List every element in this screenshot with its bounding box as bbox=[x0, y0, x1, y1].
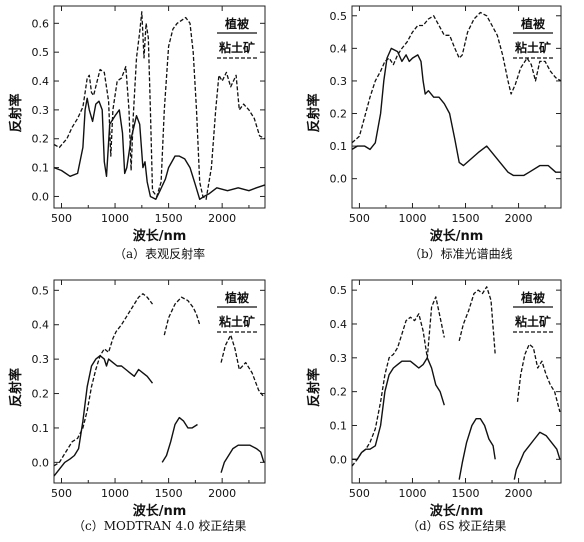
panel-caption: （d）6S 校正结果 bbox=[407, 518, 506, 533]
chart-panel-1: 500 1000 1500 2000 0.0 0.1 0.2 0.3 0.4 0.5 0.6 波长/n… bbox=[8, 5, 266, 261]
y-tick-label: 0.2 bbox=[330, 108, 348, 121]
y-axis-label: 反射率 bbox=[306, 93, 322, 132]
x-axis-label: 波长/nm bbox=[133, 503, 187, 519]
x-axis-label: 波长/nm bbox=[133, 228, 187, 244]
y-tick-label: 0.4 bbox=[32, 319, 50, 332]
y-tick-label: 0.3 bbox=[330, 75, 348, 88]
series-line-clay-0 bbox=[53, 97, 266, 200]
y-tick-label: 0.5 bbox=[32, 284, 50, 297]
plot-frame bbox=[351, 5, 562, 209]
series-line-vegetation-1 bbox=[458, 286, 496, 355]
legend-label-clay: 粘土矿 bbox=[219, 40, 255, 55]
y-axis-label: 反射率 bbox=[306, 368, 322, 407]
y-axis-label: 反射率 bbox=[8, 93, 24, 132]
panel-caption: （b）标准光谱曲线 bbox=[409, 247, 513, 261]
x-axis-label: 波长/nm bbox=[430, 228, 484, 244]
y-tick-label: 0.4 bbox=[32, 75, 50, 88]
y-tick-label: 0.1 bbox=[32, 162, 50, 175]
legend-label-clay: 粘土矿 bbox=[515, 40, 551, 55]
legend-label-vegetation: 植被 bbox=[520, 16, 546, 31]
y-tick-label: 0.3 bbox=[32, 353, 50, 366]
x-tick-label: 1500 bbox=[155, 487, 183, 500]
y-tick-label: 0.6 bbox=[32, 17, 50, 30]
y-tick-label: 0.3 bbox=[32, 104, 50, 117]
x-tick-label: 1000 bbox=[101, 487, 129, 500]
y-tick-label: 0.5 bbox=[330, 284, 348, 297]
y-tick-label: 0.5 bbox=[32, 46, 50, 59]
chart-panel-4: 500 1000 1500 2000 0.0 0.1 0.2 0.3 0.4 0.5 波长/nm 反射… bbox=[306, 279, 562, 533]
x-tick-label: 500 bbox=[51, 487, 72, 500]
x-tick-label: 500 bbox=[349, 212, 370, 225]
chart-panel-3: 500 1000 1500 2000 0.0 0.1 0.2 0.3 0.4 0.5 波长/nm 反射… bbox=[8, 279, 266, 533]
x-tick-label: 2000 bbox=[505, 487, 533, 500]
series-line-vegetation-0 bbox=[351, 11, 562, 144]
legend-label-clay: 粘土矿 bbox=[515, 314, 551, 329]
legend-label-vegetation: 植被 bbox=[520, 290, 546, 305]
series-line-clay-1 bbox=[458, 418, 496, 480]
x-tick-label: 1000 bbox=[101, 212, 129, 225]
legend-label-clay: 粘土矿 bbox=[219, 314, 255, 329]
series-line-vegetation-0 bbox=[53, 293, 154, 467]
x-tick-label: 1500 bbox=[452, 212, 480, 225]
y-tick-label: 0.0 bbox=[330, 453, 348, 466]
x-tick-label: 1500 bbox=[155, 212, 183, 225]
series-line-clay-1 bbox=[161, 416, 198, 463]
y-tick-label: 0.2 bbox=[32, 133, 50, 146]
y-tick-label: 0.4 bbox=[330, 42, 348, 55]
x-tick-label: 2000 bbox=[208, 487, 236, 500]
series-line-clay-0 bbox=[352, 357, 445, 460]
chart-panel-2: 500 1000 1500 2000 0.0 0.1 0.2 0.3 0.4 0.5 波长/nm 反射… bbox=[306, 5, 562, 261]
series-line-clay-2 bbox=[220, 444, 265, 473]
y-axis-label: 反射率 bbox=[8, 368, 24, 407]
plot-frame bbox=[53, 279, 266, 484]
y-tick-label: 0.1 bbox=[330, 419, 348, 432]
x-tick-label: 1500 bbox=[452, 487, 480, 500]
y-tick-label: 0.0 bbox=[330, 173, 348, 186]
y-tick-label: 0.1 bbox=[330, 140, 348, 153]
y-tick-label: 0.2 bbox=[330, 386, 348, 399]
y-tick-label: 0.4 bbox=[330, 318, 348, 331]
series-line-vegetation-1 bbox=[163, 296, 201, 336]
x-tick-label: 500 bbox=[51, 212, 72, 225]
y-tick-label: 0.2 bbox=[32, 388, 50, 401]
x-tick-label: 1000 bbox=[398, 487, 426, 500]
y-tick-label: 0.0 bbox=[32, 190, 50, 203]
plot-frame bbox=[53, 5, 266, 209]
x-tick-label: 2000 bbox=[208, 212, 236, 225]
series-line-vegetation-2 bbox=[220, 334, 265, 398]
series-line-vegetation-0 bbox=[53, 11, 266, 200]
x-tick-label: 500 bbox=[349, 487, 370, 500]
plot-frame bbox=[351, 279, 562, 484]
series-line-clay-0 bbox=[351, 47, 561, 177]
legend-label-vegetation: 植被 bbox=[224, 290, 250, 305]
legend-label-vegetation: 植被 bbox=[224, 16, 250, 31]
y-tick-label: 0.1 bbox=[32, 422, 50, 435]
series-line-vegetation-0 bbox=[351, 296, 445, 467]
panel-caption: （a）表观反射率 bbox=[114, 246, 205, 261]
y-tick-label: 0.0 bbox=[32, 456, 50, 469]
x-tick-label: 2000 bbox=[505, 212, 533, 225]
panel-caption: （c）MODTRAN 4.0 校正结果 bbox=[73, 518, 246, 533]
series-line-clay-0 bbox=[53, 355, 154, 477]
x-tick-label: 1000 bbox=[398, 212, 426, 225]
y-tick-label: 0.5 bbox=[330, 10, 348, 23]
y-tick-label: 0.3 bbox=[330, 352, 348, 365]
series-line-clay-2 bbox=[513, 431, 561, 480]
series-line-vegetation-2 bbox=[516, 343, 561, 413]
x-axis-label: 波长/nm bbox=[430, 503, 484, 519]
